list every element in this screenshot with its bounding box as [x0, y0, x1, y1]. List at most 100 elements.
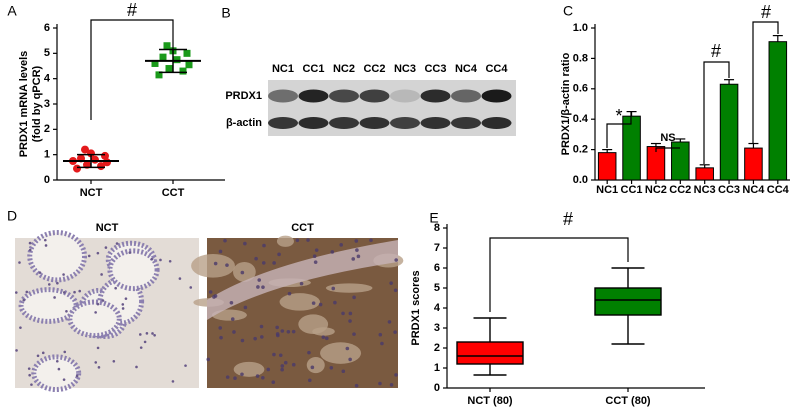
nucleus [261, 375, 265, 380]
nucleus [65, 309, 68, 313]
nucleus [114, 286, 117, 290]
nucleus [27, 367, 31, 370]
nucleus [63, 350, 67, 354]
tissue [276, 235, 294, 247]
lane-label: NC4 [455, 63, 478, 75]
nucleus [355, 248, 359, 252]
y-tick-label: 0.6 [573, 83, 588, 95]
nucleus [19, 326, 22, 329]
nucleus [63, 291, 66, 294]
lane-label: NC2 [333, 63, 355, 75]
nucleus [28, 373, 31, 377]
nucleus [53, 296, 56, 299]
band [420, 89, 451, 103]
y-tick-label: 4 [434, 302, 441, 314]
nucleus [62, 273, 65, 276]
nucleus [178, 277, 182, 280]
x-tick-label: NC4 [742, 184, 765, 196]
tissue [211, 309, 247, 321]
nucleus [78, 289, 82, 293]
nucleus [351, 257, 356, 261]
bar [744, 147, 763, 181]
nucleus [212, 295, 216, 299]
nucleus [208, 290, 213, 294]
nucleus [394, 258, 398, 262]
nucleus [168, 259, 172, 263]
nucleus [313, 260, 318, 264]
nucleus [240, 338, 245, 343]
data-point [185, 61, 193, 69]
nucleus [36, 354, 40, 358]
band [298, 117, 329, 129]
y-axis-label: PRDX1 mRNA levels [18, 51, 30, 158]
nucleus [128, 251, 132, 254]
nucleus [213, 261, 218, 266]
data-point [173, 56, 181, 64]
tissue [306, 357, 325, 374]
y-tick-label: 5 [44, 47, 50, 59]
data-point [179, 67, 187, 75]
nucleus [97, 366, 101, 369]
nucleus [260, 335, 264, 339]
nucleus [261, 261, 266, 265]
panel-label: E [429, 210, 438, 226]
nucleus [345, 346, 350, 351]
band [268, 117, 298, 129]
nucleus [240, 372, 244, 377]
x-tick-label: NC2 [645, 184, 667, 196]
nucleus [299, 281, 304, 286]
row-label: β-actin [226, 117, 262, 129]
nucleus [329, 365, 334, 370]
nucleus [153, 334, 156, 337]
nucleus [255, 374, 260, 378]
band [481, 89, 512, 103]
nucleus [283, 360, 288, 365]
nucleus [348, 311, 353, 316]
x-tick-label: NCT (80) [467, 395, 513, 407]
bar [695, 167, 714, 181]
bar [768, 41, 788, 181]
significance-bracket [655, 147, 680, 152]
y-tick-label: 0.4 [573, 113, 589, 125]
panel-label: A [7, 3, 17, 19]
y-tick-label: 1.0 [573, 22, 588, 34]
bar [719, 83, 739, 181]
nucleus [254, 256, 258, 261]
nucleus [233, 376, 237, 380]
y-tick-label: 0.2 [573, 144, 588, 156]
y-tick-label: 0.0 [573, 174, 588, 186]
nucleus [232, 330, 236, 334]
significance-bracket [489, 237, 629, 312]
nucleus [139, 346, 143, 349]
y-axis-label: (fold by qPCR) [31, 65, 43, 142]
crypt [67, 299, 122, 339]
nucleus [318, 302, 323, 307]
band [298, 89, 329, 103]
nucleus [275, 332, 280, 336]
data-point [101, 151, 109, 160]
tissue [233, 361, 265, 377]
significance-label: # [711, 41, 721, 61]
nucleus [47, 283, 51, 286]
significance-label: # [127, 0, 137, 20]
nucleus [352, 295, 356, 300]
nucleus [333, 300, 337, 305]
band [359, 117, 390, 129]
significance-label: # [563, 209, 573, 229]
significance-label: NS [660, 132, 675, 144]
lane-label: CC3 [424, 63, 446, 75]
crypt [18, 287, 79, 324]
nucleus [389, 281, 393, 285]
data-point [165, 65, 173, 73]
nucleus [96, 251, 100, 255]
data-point [159, 53, 167, 61]
nucleus [378, 381, 382, 386]
box [456, 341, 524, 365]
band [329, 117, 359, 129]
y-axis-label: PRDX1 scores [410, 270, 422, 345]
nucleus [184, 364, 187, 367]
nucleus [256, 285, 260, 289]
nucleus [393, 288, 398, 293]
nucleus [57, 367, 61, 371]
nucleus [230, 317, 235, 321]
